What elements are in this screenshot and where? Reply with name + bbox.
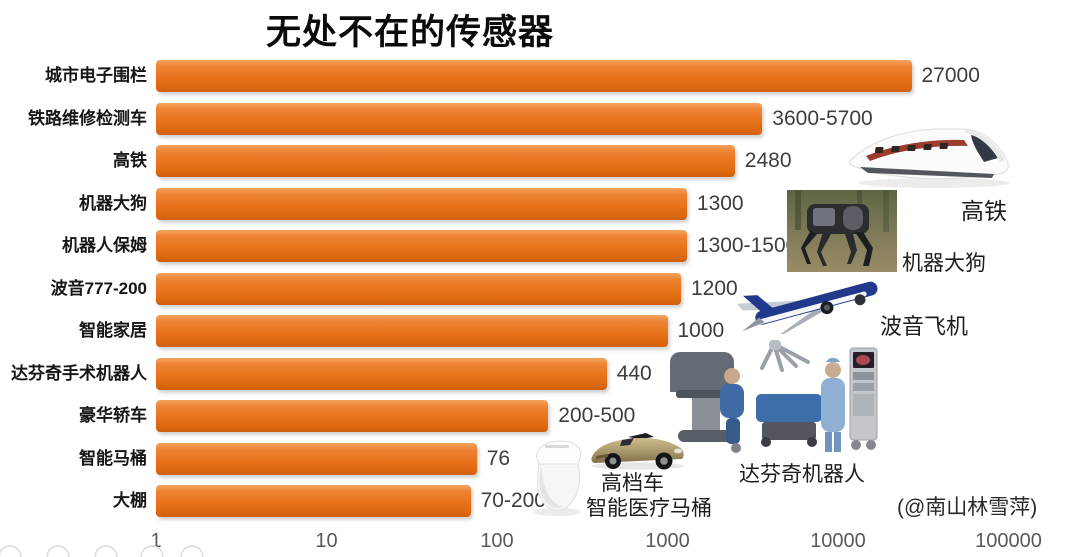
- x-tick-label: 100000: [975, 530, 1042, 552]
- value-label: 1000: [677, 319, 725, 342]
- bar: [156, 230, 687, 262]
- bar: [156, 60, 912, 92]
- x-tick-label: 10000: [810, 530, 866, 552]
- value-label: 76: [486, 446, 511, 470]
- value-label: 440: [616, 361, 652, 385]
- category-label: 城市电子围栏: [45, 66, 147, 85]
- bar-row: 大棚 70-200: [0, 485, 1080, 517]
- value-label: 1200: [691, 276, 738, 300]
- toilet-annotation-label: 智能医疗马桶: [586, 497, 712, 520]
- boeing-plane-image: [736, 281, 878, 334]
- value-label: 3600-5700: [772, 106, 873, 130]
- bar-row: 波音777-200 1200: [0, 272, 1080, 305]
- value-label: 2480: [744, 149, 792, 172]
- bar: [156, 485, 471, 517]
- bar: [156, 357, 607, 390]
- x-tick-label: 1: [150, 530, 162, 552]
- x-tick-label: 100: [480, 530, 514, 552]
- category-label: 铁路维修检测车: [28, 108, 147, 128]
- train-annotation-label: 高铁: [961, 198, 1007, 224]
- category-label: 高铁: [113, 151, 147, 170]
- category-label: 波音777-200: [50, 278, 147, 298]
- robot-dog-annotation-label: 机器大狗: [902, 252, 986, 275]
- category-label: 智能家居: [79, 321, 147, 340]
- category-label: 豪华轿车: [79, 406, 147, 425]
- bar-row: 智能马桶 76: [0, 442, 1080, 475]
- category-label: 机器人保姆: [62, 236, 147, 255]
- davinci-robot-image: [670, 340, 878, 453]
- x-tick-label: 1000: [645, 530, 690, 552]
- watermark-icons: [0, 545, 204, 557]
- bar: [156, 442, 477, 475]
- bar-row: 机器大狗 1300: [0, 187, 1080, 220]
- bar-row: 豪华轿车 200-500: [0, 400, 1080, 432]
- value-label: 70-200: [480, 489, 546, 512]
- bar: [156, 187, 687, 220]
- car-annotation-label: 高档车: [601, 472, 664, 495]
- high-speed-train-image: [848, 128, 1010, 188]
- bar-row: 城市电子围栏 27000: [0, 60, 1080, 92]
- bar-row: 铁路维修检测车 3600-5700: [0, 102, 1080, 135]
- category-label: 大棚: [113, 491, 147, 510]
- x-tick-label: 10: [315, 530, 338, 552]
- bar-row: 高铁 2480: [0, 145, 1080, 177]
- robot-dog-image: [787, 190, 897, 272]
- bar: [156, 272, 681, 305]
- bar-row: 机器人保姆 1300-1500: [0, 230, 1080, 262]
- category-label: 智能马桶: [79, 448, 147, 468]
- value-label: 27000: [921, 64, 980, 87]
- bar: [156, 102, 763, 135]
- chart-title: 无处不在的传感器: [266, 13, 555, 52]
- davinci-annotation-label: 达芬奇机器人: [739, 463, 865, 486]
- category-label: 达芬奇手术机器人: [11, 363, 147, 383]
- bar-row: 达芬奇手术机器人 440: [0, 357, 1080, 390]
- bar: [156, 145, 735, 177]
- bar-row: 智能家居 1000: [0, 315, 1080, 347]
- smart-toilet-image: [533, 440, 582, 516]
- attribution-text: (@南山林雪萍): [897, 496, 1038, 519]
- bar: [156, 400, 549, 432]
- boeing-annotation-label: 波音飞机: [880, 314, 969, 339]
- value-label: 1300: [696, 191, 744, 215]
- category-label: 机器大狗: [79, 193, 147, 213]
- bar: [156, 315, 668, 347]
- value-label: 200-500: [558, 404, 636, 427]
- value-label: 1300-1500: [696, 234, 798, 257]
- luxury-car-image: [591, 433, 684, 470]
